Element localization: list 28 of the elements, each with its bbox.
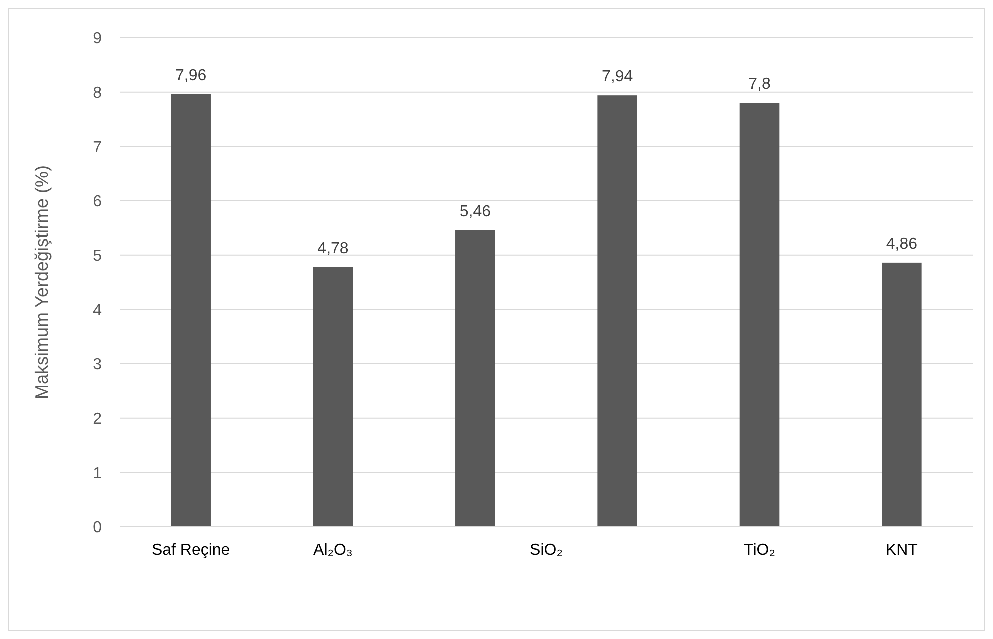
x-tick-label: Al₂O₃: [314, 542, 353, 559]
bar: [740, 103, 780, 527]
bar: [598, 96, 638, 527]
y-axis-title: Maksimum Yerdeğiştirme (%): [32, 165, 52, 400]
y-tick-label: 8: [93, 84, 102, 102]
y-tick-label: 9: [93, 30, 102, 48]
data-label: 4,78: [318, 240, 349, 258]
y-tick-label: 6: [93, 194, 102, 211]
bar: [456, 230, 496, 527]
data-label: 4,86: [886, 236, 918, 253]
x-tick-label: Saf Reçine: [152, 542, 230, 559]
x-tick-label: KNT: [886, 542, 918, 559]
data-label: 5,46: [460, 203, 492, 220]
y-tick-label: 2: [93, 410, 102, 428]
bar: [882, 262, 922, 527]
data-label: 7,96: [176, 68, 207, 85]
y-tick-label: 3: [93, 356, 102, 374]
y-tick-label: 0: [93, 520, 102, 537]
y-tick-label: 1: [93, 465, 102, 482]
y-tick-label: 4: [93, 302, 102, 320]
y-tick-label: 7: [93, 139, 102, 156]
y-tick-label: 5: [93, 248, 102, 265]
bar: [313, 267, 354, 527]
text: SiO₂: [530, 542, 563, 559]
data-label: 7,94: [602, 68, 634, 86]
data-label: 7,8: [748, 76, 771, 94]
x-tick-label: TiO₂: [744, 542, 776, 559]
bar: [171, 94, 211, 527]
